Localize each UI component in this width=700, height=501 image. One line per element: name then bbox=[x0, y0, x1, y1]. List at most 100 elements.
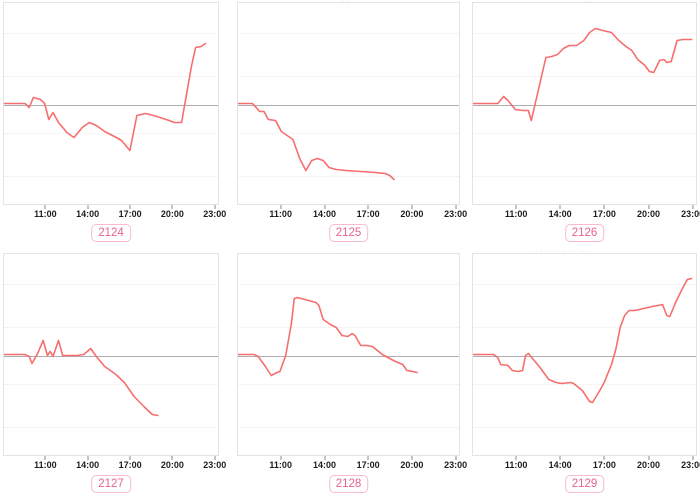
gridline bbox=[4, 327, 218, 329]
gridline bbox=[4, 175, 218, 177]
x-tick-label: 23:00 bbox=[681, 460, 700, 470]
zero-baseline bbox=[238, 104, 459, 106]
gridline bbox=[238, 383, 459, 385]
x-tick-label: 17:00 bbox=[356, 460, 380, 470]
zero-baseline bbox=[473, 355, 696, 357]
line-series bbox=[473, 27, 693, 122]
x-tick-label: 23:00 bbox=[203, 209, 227, 219]
zero-baseline bbox=[238, 355, 459, 357]
x-tick-label: 20:00 bbox=[160, 460, 184, 470]
zero-baseline bbox=[473, 104, 696, 106]
x-tick-label: 17:00 bbox=[592, 209, 616, 219]
x-tick-label: 17:00 bbox=[592, 460, 616, 470]
x-tick-mark bbox=[129, 205, 131, 209]
chart-id-badge[interactable]: 2127 bbox=[91, 475, 131, 493]
x-tick-label: 20:00 bbox=[400, 209, 424, 219]
gridline bbox=[238, 284, 459, 286]
x-tick-mark bbox=[324, 205, 325, 209]
gridline bbox=[238, 76, 459, 78]
gridline bbox=[238, 327, 459, 329]
x-tick-label: 20:00 bbox=[636, 460, 661, 470]
x-tick-label: 11:00 bbox=[504, 460, 528, 470]
chart-2129 bbox=[472, 253, 697, 456]
x-tick-mark bbox=[455, 456, 457, 460]
x-tick-mark bbox=[44, 205, 46, 209]
gridline bbox=[4, 383, 218, 385]
x-tick-mark bbox=[559, 456, 561, 460]
gridline bbox=[4, 33, 218, 35]
x-tick-label: 20:00 bbox=[636, 209, 661, 219]
chart-id-badge[interactable]: 2128 bbox=[328, 475, 369, 493]
x-tick-label: 14:00 bbox=[548, 460, 572, 470]
x-tick-label: 17:00 bbox=[356, 209, 380, 219]
zero-baseline bbox=[4, 104, 218, 106]
gridline bbox=[473, 132, 696, 134]
x-tick-mark bbox=[411, 456, 413, 460]
x-tick-mark bbox=[603, 456, 605, 460]
x-tick-mark bbox=[44, 456, 46, 460]
gridline bbox=[473, 284, 696, 286]
chart-id-badge[interactable]: 2126 bbox=[564, 224, 605, 242]
x-tick-mark bbox=[87, 456, 89, 460]
gridline bbox=[238, 132, 459, 134]
x-tick-label: 14:00 bbox=[312, 209, 337, 219]
x-tick-mark bbox=[367, 205, 369, 209]
x-tick-label: 14:00 bbox=[76, 209, 100, 219]
gridline bbox=[473, 175, 696, 177]
chart-2125 bbox=[237, 2, 460, 205]
x-tick-label: 17:00 bbox=[118, 460, 142, 470]
faint-text-fragment: ·· bbox=[341, 250, 347, 256]
gridline bbox=[238, 33, 459, 35]
x-tick-label: 17:00 bbox=[118, 209, 142, 219]
faint-text-fragment: ··· bbox=[585, 0, 593, 5]
x-tick-mark bbox=[214, 456, 216, 460]
x-tick-mark bbox=[648, 205, 649, 209]
faint-text-fragment: ···· bbox=[340, 0, 351, 5]
x-tick-mark bbox=[129, 456, 131, 460]
x-tick-label: 23:00 bbox=[444, 209, 468, 219]
gridline bbox=[473, 327, 696, 329]
zero-baseline bbox=[4, 355, 218, 357]
x-tick-label: 23:00 bbox=[203, 460, 227, 470]
gridline bbox=[4, 426, 218, 428]
x-tick-mark bbox=[324, 456, 325, 460]
chart-2128 bbox=[237, 253, 460, 456]
gridline bbox=[473, 33, 696, 35]
line-series bbox=[238, 296, 418, 377]
x-tick-label: 11:00 bbox=[34, 209, 57, 219]
gridline bbox=[238, 175, 459, 177]
x-tick-label: 14:00 bbox=[548, 209, 572, 219]
x-tick-mark bbox=[648, 456, 649, 460]
gridline bbox=[4, 76, 218, 78]
line-series bbox=[4, 339, 159, 417]
x-tick-mark bbox=[692, 205, 694, 209]
chart-2124 bbox=[3, 2, 219, 205]
x-tick-label: 11:00 bbox=[34, 460, 57, 470]
gridline bbox=[473, 426, 696, 428]
line-series bbox=[473, 277, 693, 404]
gridline bbox=[238, 426, 459, 428]
x-tick-mark bbox=[515, 456, 517, 460]
x-tick-mark bbox=[171, 205, 173, 209]
x-tick-label: 11:00 bbox=[269, 460, 292, 470]
x-tick-label: 23:00 bbox=[681, 209, 700, 219]
x-tick-mark bbox=[367, 456, 369, 460]
chart-2127 bbox=[3, 253, 219, 456]
x-tick-mark bbox=[280, 456, 282, 460]
gridline bbox=[4, 132, 218, 134]
x-tick-label: 11:00 bbox=[269, 209, 292, 219]
chart-id-badge[interactable]: 2124 bbox=[91, 224, 131, 242]
x-tick-mark bbox=[214, 205, 216, 209]
x-tick-label: 20:00 bbox=[400, 460, 424, 470]
gridline bbox=[4, 284, 218, 286]
chart-id-badge[interactable]: 2129 bbox=[564, 475, 605, 493]
chart-id-badge[interactable]: 2125 bbox=[328, 224, 369, 242]
x-tick-mark bbox=[411, 205, 413, 209]
line-series bbox=[238, 102, 395, 181]
x-tick-label: 23:00 bbox=[444, 460, 468, 470]
gridline bbox=[473, 76, 696, 78]
x-tick-label: 11:00 bbox=[504, 209, 528, 219]
gridline bbox=[473, 383, 696, 385]
x-tick-mark bbox=[455, 205, 457, 209]
chart-2126 bbox=[472, 2, 697, 205]
